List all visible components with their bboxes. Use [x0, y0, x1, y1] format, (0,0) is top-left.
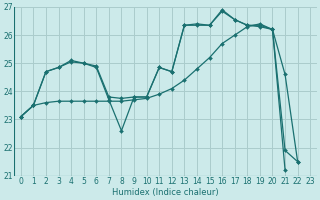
X-axis label: Humidex (Indice chaleur): Humidex (Indice chaleur) — [112, 188, 219, 197]
